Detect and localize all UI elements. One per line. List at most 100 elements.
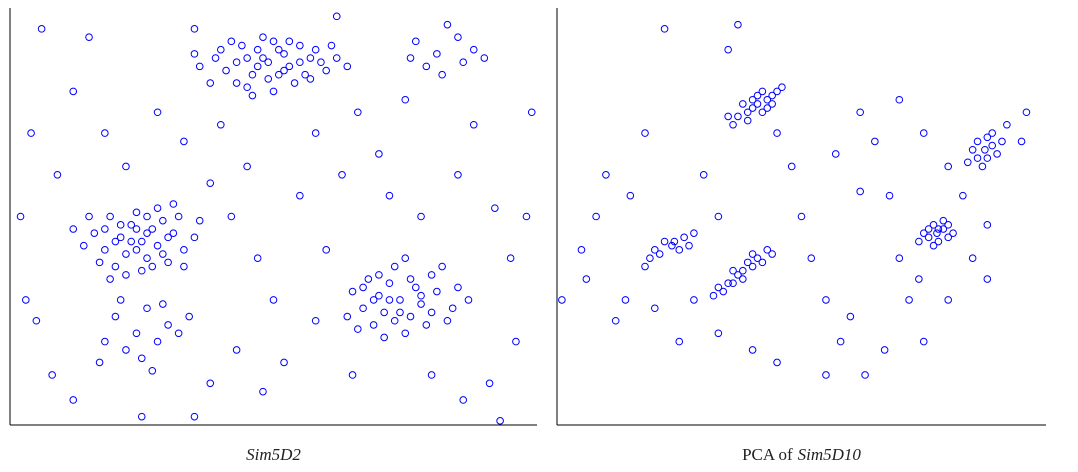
point [968,145,977,154]
point [758,87,767,96]
point [206,379,215,388]
point [253,45,262,54]
point [159,300,167,308]
point [464,296,473,304]
point [380,333,388,342]
point [169,200,178,208]
point [148,225,157,233]
point [438,262,446,271]
point [106,275,114,283]
point [753,91,762,100]
point [895,254,904,263]
point [111,237,120,246]
point [748,262,757,271]
point [16,212,25,221]
point [983,133,992,142]
point [143,304,151,313]
point [427,308,436,317]
caption: Sim5D2 [246,445,301,464]
point [763,95,772,104]
point [153,108,162,117]
point [385,279,394,288]
point [332,54,341,62]
point [959,191,967,200]
point [787,162,796,171]
point [195,62,204,71]
point [944,221,953,229]
point [983,221,992,229]
point [164,321,172,329]
point [427,371,436,379]
point [949,229,957,237]
point [106,212,114,221]
point [390,262,399,271]
point [807,254,816,263]
point [148,262,157,271]
point [724,45,732,54]
point [753,100,762,108]
point [296,191,304,200]
point [217,45,225,54]
point [933,229,941,237]
point [743,116,752,125]
point [227,212,236,221]
point [983,154,992,162]
point [269,87,278,96]
point [116,296,125,304]
point [831,150,840,158]
point [306,54,315,62]
point [522,212,531,221]
point [406,275,415,283]
point [396,308,404,317]
point [856,108,864,117]
point [411,37,420,46]
point [79,241,88,250]
point [714,329,723,338]
point [968,254,977,263]
point [739,275,747,283]
point [101,129,109,137]
point [422,62,431,71]
point [317,58,325,67]
point [137,354,146,363]
point [69,87,78,96]
point [739,266,747,275]
point [311,129,320,137]
point [143,229,151,237]
point [243,54,251,62]
point [739,100,747,108]
point [111,262,120,271]
point [469,120,478,129]
point [670,237,679,246]
point [143,212,151,221]
point [454,33,462,41]
point [232,346,241,354]
point [22,296,30,304]
point [354,108,362,117]
point [101,225,109,233]
point [729,266,737,275]
point [153,337,162,346]
point [822,371,830,379]
point [153,241,162,250]
point [939,225,948,233]
caption-part: Sim5D2 [246,445,301,464]
point [773,87,781,96]
point [973,137,982,146]
point [758,108,767,117]
point [296,58,304,67]
point [944,233,953,242]
point [443,316,452,325]
point [626,191,635,200]
point [527,108,536,117]
point [611,316,620,325]
point [577,246,586,254]
point [311,45,320,54]
point [401,254,410,263]
point [729,279,737,288]
point [768,250,776,258]
point [232,58,241,67]
point [998,137,1006,146]
point [85,212,93,221]
